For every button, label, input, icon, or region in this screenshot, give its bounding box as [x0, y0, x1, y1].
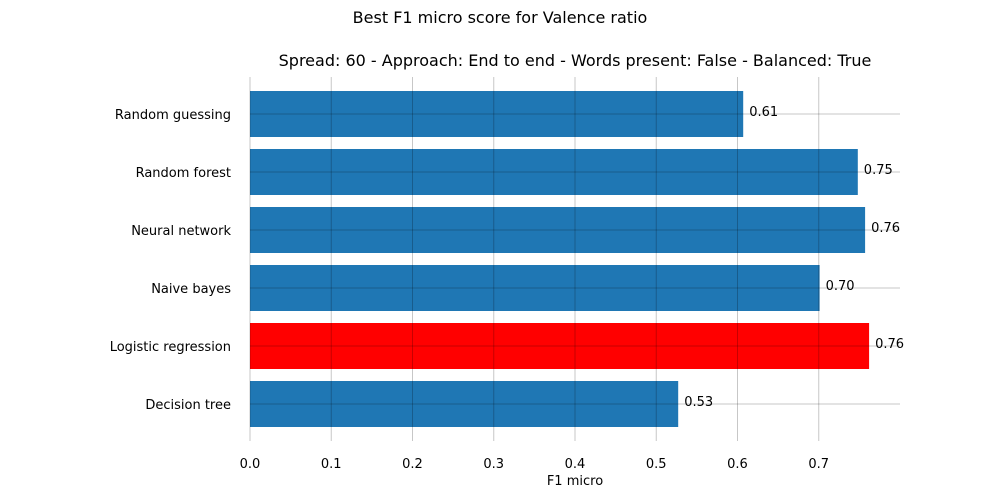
x-tick-label: 0.6: [727, 457, 748, 472]
x-tick-label: 0.7: [808, 457, 829, 472]
y-tick-label: Logistic regression: [110, 340, 231, 355]
y-tick-label: Neural network: [131, 224, 231, 239]
y-tick-label: Naive bayes: [151, 282, 231, 297]
value-label: 0.76: [871, 221, 900, 236]
x-tick-label: 0.2: [402, 457, 423, 472]
chart-suptitle: Best F1 micro score for Valence ratio: [352, 8, 648, 27]
value-label: 0.53: [684, 395, 713, 410]
chart-title: Spread: 60 - Approach: End to end - Word…: [278, 51, 872, 70]
labels-layer: Random guessing 0.61 Random forest 0.75 Neur…: [110, 105, 904, 472]
y-tick-label: Random guessing: [115, 108, 231, 123]
y-tick-label: Random forest: [136, 166, 231, 181]
bars-layer: [250, 91, 870, 427]
x-tick-label: 0.1: [321, 457, 342, 472]
value-label: 0.70: [826, 279, 855, 294]
bar-logistic-regression: [250, 323, 870, 369]
x-axis-label: F1 micro: [546, 474, 604, 489]
y-tick-label: Decision tree: [145, 398, 231, 413]
bar-naive-bayes: [250, 265, 820, 311]
bar-random-forest: [250, 149, 858, 195]
bar-decision-tree: [250, 381, 679, 427]
x-tick-label: 0.0: [240, 457, 261, 472]
value-label: 0.75: [864, 163, 893, 178]
x-tick-label: 0.4: [565, 457, 586, 472]
grid-layer: [249, 77, 900, 441]
x-tick-label: 0.5: [646, 457, 667, 472]
value-label: 0.76: [875, 337, 904, 352]
bar-neural-network: [250, 207, 866, 253]
x-tick-label: 0.3: [483, 457, 504, 472]
value-label: 0.61: [749, 105, 778, 120]
bar-random-guessing: [250, 91, 744, 137]
